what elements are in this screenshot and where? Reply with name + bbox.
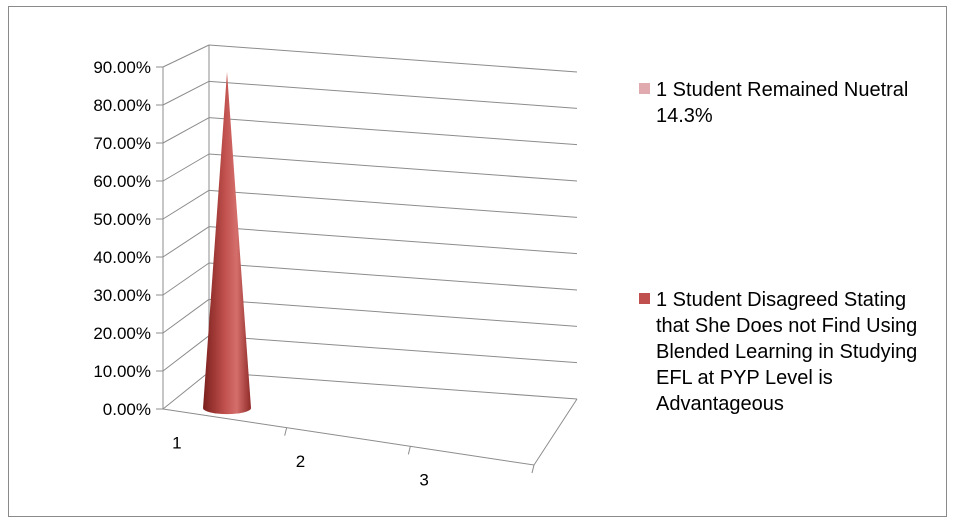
gridline-back [208,226,578,255]
gridline-side [162,44,210,68]
y-tick-label: 10.00% [93,362,151,381]
y-tick-label: 0.00% [103,400,151,419]
legend-item: 1 Student Disagreed Stating that She Doe… [639,287,939,417]
gridline-side [162,117,210,144]
gridline-back [208,44,578,73]
gridline-side [162,371,210,410]
x-tick-label: 1 [172,433,181,452]
gridline-back [208,298,578,327]
y-tick-label: 50.00% [93,210,151,229]
gridline-back [208,189,578,218]
plot-area: 0.00% 10.00% 20.00% 30.00% 40.00% 50.00% 60.00… [93,44,578,490]
legend-swatch [639,293,650,304]
gridline-side [162,335,210,372]
y-tick-label: 90.00% [93,58,151,77]
legend-item: 1 Student Remained Nuetral 14.3% [639,77,939,129]
y-tick-label: 70.00% [93,134,151,153]
gridline-side [162,226,210,258]
legend-swatch [639,83,650,94]
gridline-side [162,153,210,182]
legend-label: 1 Student Disagreed Stating that She Doe… [656,289,918,415]
chart-frame: 0.00% 10.00% 20.00% 30.00% 40.00% 50.00% 60.00… [8,6,947,517]
x-tick-mark [407,446,411,455]
x-tick-label: 3 [419,471,428,490]
gridline-side [162,262,210,296]
gridline-back [208,262,578,291]
x-tick-mark [531,464,535,474]
gridline-back [208,153,578,182]
gridline-side [162,189,210,220]
gridline-back [208,371,578,400]
y-tick-label: 30.00% [93,286,151,305]
y-tick-label: 40.00% [93,248,151,267]
gridline-side [162,80,210,106]
y-tick-label: 80.00% [93,96,151,115]
legend-label: 1 Student Remained Nuetral 14.3% [656,79,909,127]
cone-bar [203,71,252,415]
gridline-back [208,117,578,146]
gridline-side [162,298,210,334]
x-tick-mark [284,427,288,436]
y-tick-label: 60.00% [93,172,151,191]
x-tick-label: 2 [296,452,305,471]
gridline-back [208,335,578,364]
gridline-back [208,80,578,109]
y-tick-label: 20.00% [93,324,151,343]
